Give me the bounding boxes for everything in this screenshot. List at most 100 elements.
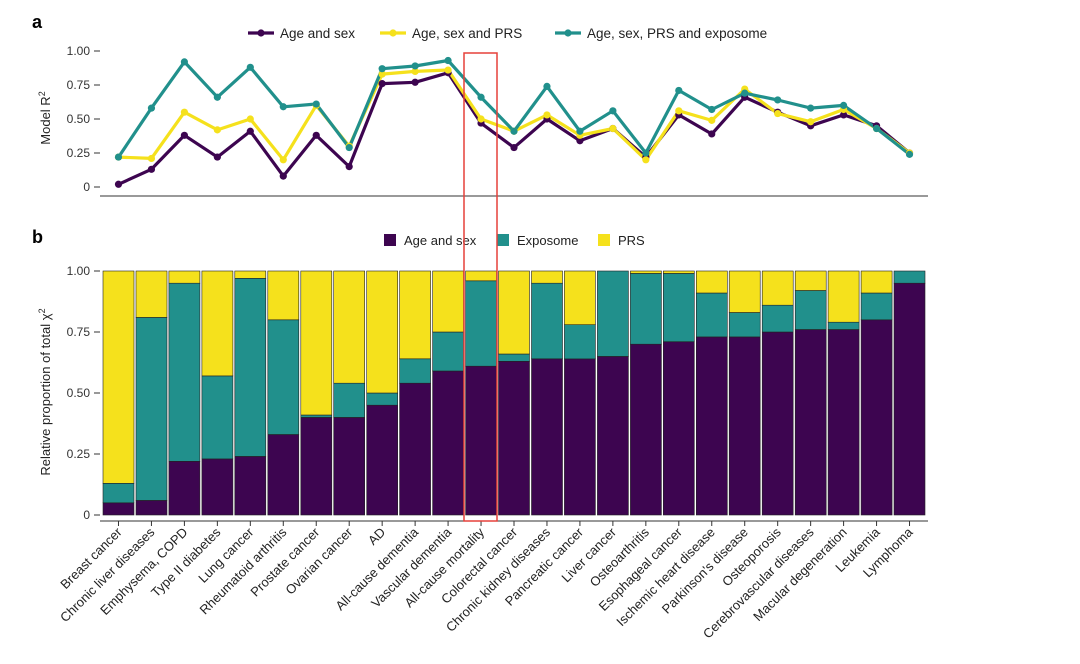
point-age-and-sex-3 (213, 153, 221, 161)
bar-cerebrovascular-diseases-exposome (794, 290, 827, 330)
bar-osteoarthritis-age-and-sex (630, 343, 662, 516)
point-age-sex-prs-and-exposome-9 (411, 62, 419, 70)
bar-esophageal-cancer-prs (662, 270, 695, 274)
point-age-sex-prs-and-exposome-22 (840, 101, 848, 109)
bar-cerebrovascular-diseases-prs (794, 270, 827, 291)
bar-osteoporosis-age-and-sex (761, 331, 794, 516)
point-age-and-sex-18 (708, 130, 716, 138)
bar-ischemic-heart-disease-exposome (695, 292, 728, 338)
bar-breast-cancer-age-and-sex (102, 502, 135, 516)
y-axis-panel-b: 0 0.25 0.50 0.75 1.00 (67, 264, 100, 522)
legend-label-b-prs: PRS (618, 233, 645, 248)
point-age-sex-and-prs-20 (774, 109, 782, 118)
point-age-sex-and-prs-8 (378, 70, 386, 78)
bar-osteoarthritis-prs (630, 270, 662, 274)
plot-area-panel-a (114, 56, 914, 188)
x-tick-label-ad: AD (365, 525, 388, 548)
point-age-and-sex-22 (840, 111, 848, 119)
y-tick-label-b-2: 0.50 (67, 386, 91, 400)
bar-osteoarthritis-exposome (630, 273, 662, 345)
point-age-sex-prs-and-exposome-0 (114, 153, 123, 161)
point-age-sex-prs-and-exposome-16 (642, 149, 650, 157)
bar-macular-degeneration-exposome (827, 321, 860, 330)
bar-parkinson-s-disease-age-and-sex (728, 336, 761, 516)
bar-liver-cancer-age-and-sex (597, 356, 629, 516)
bar-parkinson-s-disease-prs (728, 270, 761, 313)
bar-liver-cancer-exposome (597, 270, 629, 357)
bar-chronic-liver-diseases-exposome (135, 317, 168, 501)
bar-all-cause-dementia-exposome (399, 358, 431, 384)
bar-emphysema-copd-prs (168, 270, 201, 284)
bar-all-cause-mortality-age-and-sex (465, 365, 497, 516)
bar-lung-cancer-age-and-sex (234, 456, 267, 516)
bar-vascular-dementia-age-and-sex (432, 370, 464, 516)
point-age-and-sex-9 (411, 78, 419, 86)
bar-rheumatoid-arthritis-exposome (267, 319, 300, 435)
bar-parkinson-s-disease-exposome (728, 312, 761, 338)
legend-swatch-exposome (497, 234, 509, 246)
plot-area-panel-b (102, 270, 926, 516)
bar-breast-cancer-exposome (102, 482, 135, 504)
bar-leukemia-prs (860, 270, 893, 294)
y-tick-label-a-0: 0 (83, 180, 90, 194)
bar-ad-prs (366, 270, 399, 394)
point-age-sex-prs-and-exposome-12 (510, 127, 518, 135)
point-age-sex-and-prs-1 (147, 154, 156, 163)
point-age-sex-and-prs-17 (675, 107, 683, 115)
point-age-and-sex-12 (510, 143, 518, 152)
highlight-box-all-cause-mortality (463, 52, 498, 522)
bar-lung-cancer-prs (234, 270, 267, 279)
point-age-sex-prs-and-exposome-18 (708, 105, 716, 114)
panel-label-b: b (32, 227, 43, 247)
legend-label-age-sex-and-prs: Age, sex and PRS (412, 26, 522, 41)
bar-all-cause-dementia-prs (399, 270, 431, 360)
bar-chronic-kidney-diseases-exposome (531, 282, 563, 360)
y-tick-label-a-1: 0.25 (67, 146, 91, 160)
bar-pancreatic-cancer-age-and-sex (564, 358, 596, 516)
point-age-sex-prs-and-exposome-24 (905, 150, 914, 158)
point-age-sex-prs-and-exposome-10 (444, 56, 452, 65)
bar-lung-cancer-exposome (234, 277, 267, 457)
bar-vascular-dementia-prs (432, 270, 464, 333)
point-age-and-sex-4 (246, 127, 254, 135)
point-age-sex-and-prs-3 (213, 126, 221, 134)
point-age-sex-and-prs-16 (642, 156, 650, 164)
bar-cerebrovascular-diseases-age-and-sex (794, 329, 827, 516)
y-axis-label-panel-a: Model R2 (37, 91, 53, 144)
bar-osteoporosis-exposome (761, 304, 794, 333)
point-age-and-sex-8 (378, 80, 386, 88)
point-age-sex-prs-and-exposome-19 (741, 89, 749, 97)
bar-lymphoma-exposome (893, 270, 926, 284)
point-age-sex-prs-and-exposome-6 (312, 100, 320, 108)
legend-label-b-exposome: Exposome (517, 233, 578, 248)
bar-ischemic-heart-disease-age-and-sex (695, 336, 728, 516)
bar-chronic-liver-diseases-prs (135, 270, 168, 318)
panel-label-a: a (32, 12, 43, 32)
point-age-sex-and-prs-9 (411, 67, 419, 75)
bar-emphysema-copd-age-and-sex (168, 460, 201, 516)
legend-panel-b: Age and sex Exposome PRS (384, 233, 645, 248)
bar-ischemic-heart-disease-prs (695, 270, 728, 294)
point-age-sex-prs-and-exposome-21 (807, 104, 815, 112)
bar-type-ii-diabetes-age-and-sex (201, 458, 234, 516)
y-tick-label-a-3: 0.75 (67, 78, 91, 92)
point-age-sex-prs-and-exposome-23 (872, 124, 881, 133)
bar-all-cause-mortality-exposome (465, 280, 497, 367)
point-age-sex-and-prs-11 (477, 115, 485, 123)
bar-pancreatic-cancer-exposome (564, 324, 596, 360)
point-age-sex-and-prs-2 (180, 108, 188, 116)
point-age-sex-and-prs-13 (543, 111, 551, 119)
point-age-sex-prs-and-exposome-1 (147, 104, 156, 112)
point-age-sex-prs-and-exposome-15 (609, 107, 617, 115)
legend-marker-age-and-sex (257, 29, 265, 37)
legend-marker-age-sex-and-prs (389, 29, 397, 37)
point-age-and-sex-5 (279, 172, 287, 180)
y-tick-label-a-2: 0.50 (67, 112, 91, 126)
bar-prostate-cancer-exposome (300, 414, 333, 418)
legend-swatch-prs (598, 234, 610, 246)
y-tick-label-b-4: 1.00 (67, 264, 91, 278)
bar-leukemia-exposome (860, 292, 893, 321)
point-age-sex-prs-and-exposome-7 (345, 143, 353, 152)
bar-breast-cancer-prs (102, 270, 135, 484)
point-age-sex-prs-and-exposome-8 (378, 65, 386, 73)
